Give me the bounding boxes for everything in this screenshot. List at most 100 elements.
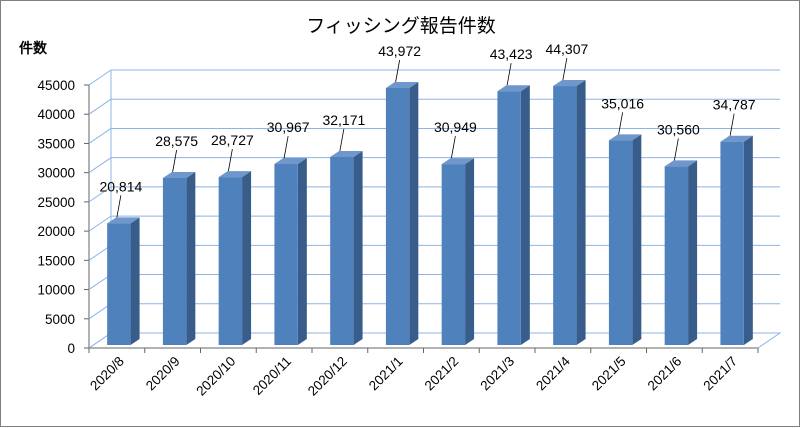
bar-top: [553, 80, 586, 87]
bar-front: [720, 141, 744, 345]
y-axis-label: 件数: [19, 40, 48, 57]
y-tick-label: 5000: [45, 312, 75, 327]
x-tick-label: 2020/10: [193, 354, 238, 399]
gridline-side: [88, 186, 112, 203]
bar-side: [688, 160, 698, 345]
bar: [330, 150, 363, 345]
bar-side: [409, 82, 419, 345]
data-label: 44,307: [545, 41, 588, 57]
bar-front: [664, 166, 689, 345]
data-label: 43,972: [378, 43, 421, 59]
label-leader-line: [618, 112, 624, 135]
bar: [274, 158, 307, 345]
y-tick-label: 0: [67, 341, 75, 356]
bar-front: [330, 156, 354, 345]
bar-front: [162, 177, 187, 345]
bar-top: [497, 85, 530, 92]
bar: [218, 171, 252, 345]
bar-front: [497, 91, 521, 345]
bar-front: [441, 164, 466, 345]
bar-side: [743, 135, 753, 345]
bar-side: [632, 134, 642, 345]
data-label: 30,967: [267, 119, 310, 135]
label-leader-line: [673, 138, 679, 161]
bar: [497, 85, 530, 346]
bar-front: [553, 86, 577, 345]
label-leader-line: [227, 149, 233, 172]
data-label: 28,575: [155, 133, 198, 149]
label-leader-line: [450, 136, 456, 159]
x-tick-label: 2020/9: [143, 354, 183, 394]
label-leader-line: [395, 59, 401, 83]
x-tick-label: 2021/1: [366, 354, 406, 394]
data-label: 43,423: [490, 46, 533, 62]
bar-top: [441, 158, 475, 165]
bar-front: [218, 177, 243, 345]
label-leader-line: [506, 63, 512, 86]
data-label: 34,787: [713, 97, 756, 113]
bar-front: [107, 223, 131, 345]
x-tick-label: 2021/3: [477, 354, 517, 394]
bar-top: [608, 134, 642, 141]
bar-side: [297, 158, 307, 345]
bar-front: [274, 164, 298, 345]
bar-side: [186, 171, 196, 345]
gridline-side: [88, 215, 112, 232]
y-tick-label: 30000: [37, 166, 75, 181]
y-axis-ticks: 0 5000 10000 15000 20000 25000 30000 35000 40000…: [37, 78, 89, 356]
gridline-side: [88, 98, 112, 115]
bar-top: [274, 158, 307, 165]
label-leader-line: [283, 135, 289, 159]
y-tick-label: 25000: [37, 195, 75, 210]
bar-top: [720, 135, 753, 142]
data-label: 32,171: [322, 112, 365, 128]
bar: [608, 134, 642, 345]
bar-side: [242, 171, 252, 345]
bar: [441, 158, 475, 345]
bar-top: [162, 171, 196, 178]
x-tick-label: 2021/5: [589, 354, 629, 394]
x-tick-label: 2021/6: [645, 354, 685, 394]
bar-top: [330, 150, 363, 157]
bar: [385, 82, 419, 345]
bar: [107, 217, 140, 345]
data-label: 20,814: [99, 178, 142, 194]
data-labels: 20,814 28,575 28,727 30,967 32,171 43,972 30,9…: [99, 41, 756, 218]
bar-side: [130, 217, 140, 345]
data-label: 30,560: [657, 121, 700, 137]
bar: [553, 80, 586, 345]
bar-top: [664, 160, 698, 167]
x-tick-label: 2020/8: [87, 354, 127, 394]
bar-front: [608, 140, 633, 345]
bar: [664, 160, 698, 345]
data-label: 30,949: [434, 119, 477, 135]
x-tick-label: 2020/11: [250, 354, 294, 398]
y-tick-label: 10000: [37, 283, 75, 298]
x-tick-label: 2021/2: [422, 354, 462, 394]
bar-side: [465, 158, 475, 345]
label-leader-line: [339, 128, 345, 152]
x-axis-ticks: 2020/8 2020/9 2020/10 2020/11 2020/12 2021/1 2…: [87, 348, 759, 399]
y-tick-label: 20000: [37, 224, 75, 239]
bar-front: [385, 88, 410, 345]
bar: [720, 135, 753, 345]
x-tick-label: 2021/7: [700, 354, 740, 394]
bar-top: [385, 82, 419, 89]
label-leader-line: [729, 113, 735, 136]
bar-top: [218, 171, 252, 178]
y-tick-label: 35000: [37, 136, 75, 151]
x-tick-label: 2020/12: [305, 354, 350, 399]
y-tick-label: 15000: [37, 253, 75, 268]
bar-top: [107, 217, 140, 224]
label-leader-line: [562, 57, 568, 81]
data-label: 28,727: [211, 132, 254, 148]
x-tick-label: 2021/4: [533, 353, 573, 393]
bar-side: [353, 150, 363, 345]
bar-side: [576, 80, 586, 345]
y-tick-label: 45000: [37, 78, 75, 93]
gridline-side: [88, 69, 112, 86]
gridline-side: [88, 157, 112, 174]
label-leader-line: [172, 149, 178, 173]
y-tick-label: 40000: [37, 107, 75, 122]
